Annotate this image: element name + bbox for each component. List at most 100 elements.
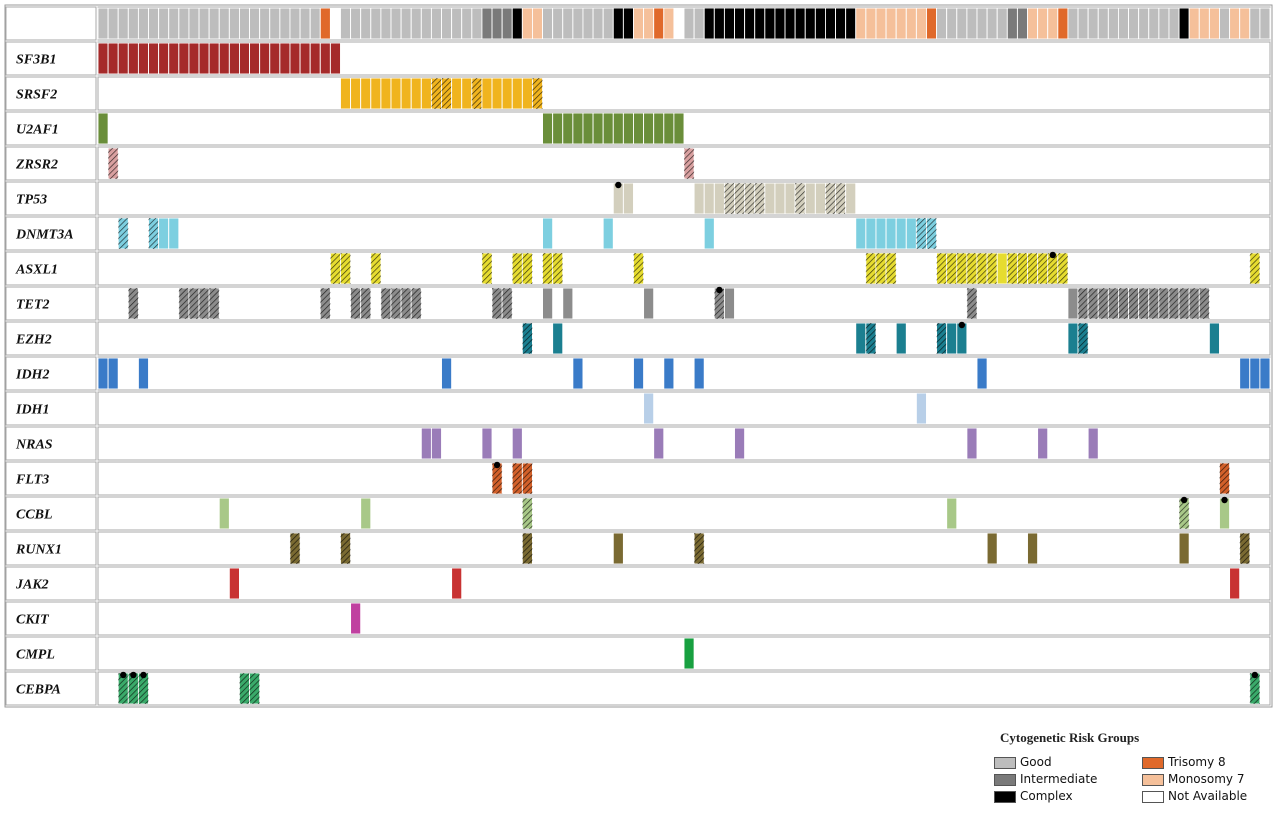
- mutation-cell-srsf2: [451, 77, 463, 110]
- mutation-cell-ccbl: [218, 497, 230, 530]
- mutation-cell-dnmt3a: [905, 217, 917, 250]
- mutation-cell-asxl1-hatch: [1007, 253, 1018, 284]
- mutation-cell-cebpa-hatch: [1249, 673, 1260, 704]
- mutation-cell-u2af1: [633, 112, 645, 145]
- mutation-cell-dnmt3a-hatch: [118, 218, 129, 249]
- cytogenetic-cell: [1128, 7, 1140, 40]
- mutation-cell-dnmt3a-hatch: [148, 218, 159, 249]
- cytogenetic-cell: [198, 7, 210, 40]
- mutation-cell-runx1: [986, 532, 998, 565]
- mutation-cell-ezh2: [946, 322, 958, 355]
- mutation-cell-dnmt3a: [875, 217, 887, 250]
- cytogenetic-cell: [511, 7, 523, 40]
- cytogenetic-cell: [895, 7, 907, 40]
- mutation-cell-nras: [1037, 427, 1049, 460]
- mutation-cell-asxl1-hatch: [340, 253, 351, 284]
- row-track: [97, 426, 1271, 461]
- mutation-cell-flt3-hatch: [1219, 463, 1230, 494]
- cytogenetic-cell: [319, 7, 331, 40]
- mutation-cell-dnmt3a: [542, 217, 554, 250]
- mutation-cell-nras: [966, 427, 978, 460]
- legend-swatch-good: [994, 757, 1016, 769]
- label-cell: [5, 286, 97, 321]
- mutation-cell-tet2: [542, 287, 554, 320]
- row-track: [97, 216, 1271, 251]
- mutation-cell-u2af1: [612, 112, 624, 145]
- mutation-cell-dnmt3a: [703, 217, 715, 250]
- mutation-cell-dnmt3a: [895, 217, 907, 250]
- mutation-cell-tp53: [784, 182, 796, 215]
- cytogenetic-cell: [956, 7, 968, 40]
- mutation-cell-tet2-hatch: [350, 288, 361, 319]
- cytogenetic-cell: [158, 7, 170, 40]
- label-cell: [5, 601, 97, 636]
- mutation-cell-tet2-hatch: [1168, 288, 1180, 319]
- cytogenetic-cell: [238, 7, 251, 40]
- cytogenetic-cell: [986, 7, 998, 40]
- mutation-cell-tp53: [814, 182, 826, 215]
- mutation-cell-flt3-hatch: [512, 463, 523, 494]
- cytogenetic-cell: [228, 7, 240, 40]
- gene-label-ccbl: CCBL: [16, 508, 53, 523]
- mutation-cell-ezh2-hatch: [522, 323, 533, 354]
- cytogenetic-cell: [622, 7, 634, 40]
- cytogenetic-cell: [269, 7, 281, 40]
- mutation-cell-ezh2: [895, 322, 907, 355]
- cytogenetic-cell: [1047, 7, 1059, 40]
- cytogenetic-cell: [663, 7, 675, 40]
- mutation-cell-runx1: [1027, 532, 1039, 565]
- mutation-dot-ezh2: [958, 321, 966, 329]
- mutation-cell-asxl1-hatch: [370, 253, 381, 284]
- mutation-cell-ezh2: [855, 322, 867, 355]
- mutation-dot-tet2: [716, 286, 723, 294]
- mutation-cell-cebpa-hatch: [138, 673, 149, 704]
- cytogenetic-cell: [905, 7, 917, 40]
- mutation-cell-tet2: [723, 287, 735, 320]
- mutation-cell-asxl1-hatch: [633, 253, 644, 284]
- cytogenetic-cell: [218, 7, 230, 40]
- label-cell: [5, 496, 97, 531]
- cytogenetic-cell: [1138, 7, 1150, 40]
- gene-label-idh1: IDH1: [15, 403, 49, 418]
- mutation-cell-idh2: [1249, 357, 1261, 390]
- mutation-cell-asxl1-hatch: [956, 253, 967, 284]
- cytogenetic-cell: [1249, 7, 1261, 40]
- mutation-cell-asxl1-hatch: [1027, 253, 1038, 284]
- mutation-cell-zrsr2-hatch: [108, 148, 119, 179]
- mutation-cell-u2af1: [602, 112, 614, 145]
- mutation-cell-dnmt3a: [865, 217, 877, 250]
- mutation-cell-tet2-hatch: [1118, 288, 1129, 319]
- mutation-cell-sf3b1: [148, 42, 160, 75]
- mutation-heatmap: SF3B1 SRSF2 U2AF1 ZRSR2 TP53 DNMT3A ASXL1 TET2 E…: [4, 4, 1273, 708]
- cytogenetic-cell: [117, 7, 129, 40]
- gene-label-cmpl: CMPL: [16, 648, 55, 663]
- mutation-cell-dnmt3a-hatch: [926, 218, 937, 249]
- mutation-cell-sf3b1: [238, 42, 251, 75]
- legend-swatch-trisomy-8: [1142, 757, 1164, 769]
- mutation-cell-u2af1: [663, 112, 675, 145]
- mutation-cell-srsf2: [360, 77, 372, 110]
- row-track: [97, 461, 1271, 496]
- mutation-cell-runx1-hatch: [289, 533, 301, 564]
- cytogenetic-cell: [249, 7, 261, 40]
- mutation-cell-sf3b1: [249, 42, 261, 75]
- mutation-cell-ezh2: [552, 322, 564, 355]
- mutation-cell-srsf2: [370, 77, 382, 110]
- mutation-cell-idh2: [107, 357, 119, 390]
- mutation-cell-tet2-hatch: [401, 288, 412, 319]
- mutation-dot-asxl1: [1049, 251, 1056, 259]
- label-cell: [5, 566, 97, 601]
- cytogenetic-cell: [360, 7, 372, 40]
- mutation-cell-asxl1-hatch: [875, 253, 887, 284]
- mutation-cell-u2af1: [542, 112, 554, 145]
- cytogenetic-cell: [572, 7, 584, 40]
- row-track: [97, 321, 1271, 356]
- mutation-cell-u2af1: [653, 112, 665, 145]
- cytogenetic-cell: [531, 7, 544, 40]
- mutation-cell-idh2: [1239, 357, 1251, 390]
- cytogenetic-cell: [1239, 7, 1251, 40]
- cytogenetic-cell: [653, 7, 665, 40]
- legend-label-trisomy-8: Trisomy 8: [1168, 755, 1226, 769]
- mutation-cell-idh2: [97, 357, 109, 390]
- cytogenetic-cell: [1229, 7, 1241, 40]
